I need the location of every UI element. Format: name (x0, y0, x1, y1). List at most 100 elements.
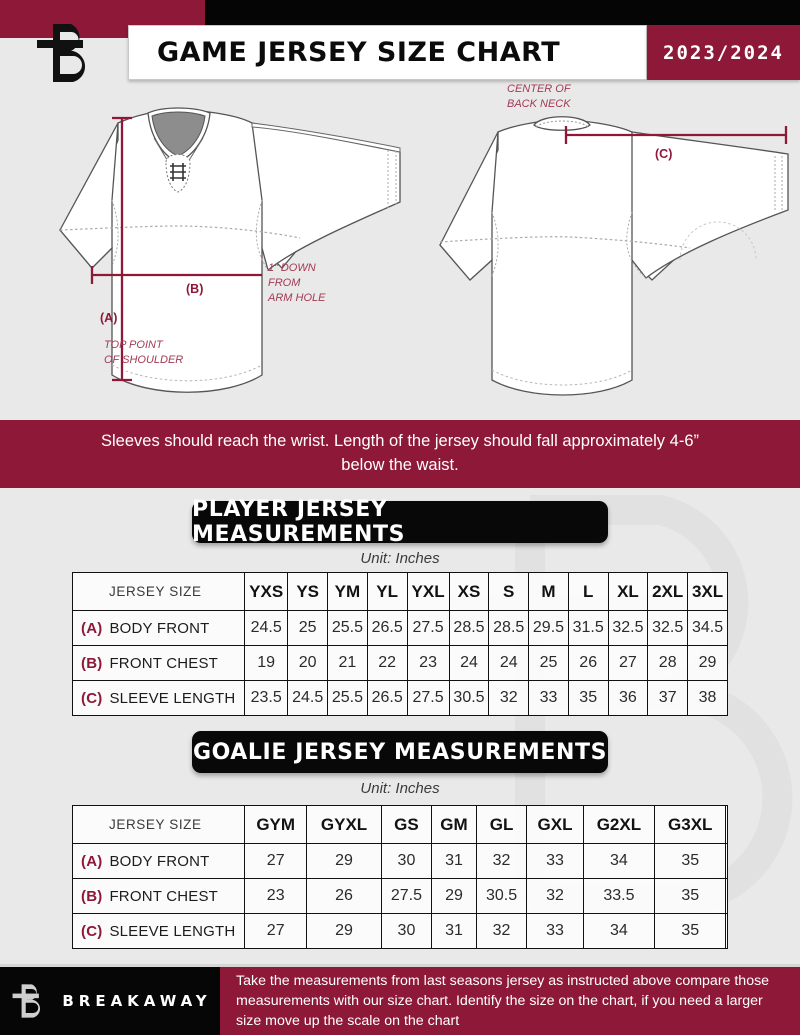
column-header-2xl: 2XL (647, 572, 689, 611)
table-cell: 31 (431, 843, 477, 879)
table-cell: 27.5 (406, 680, 450, 716)
table-cell: 27 (243, 843, 308, 879)
label-b-note-line1: 1” DOWN (268, 262, 316, 274)
note-banner: Sleeves should reach the wrist. Length o… (0, 420, 800, 488)
table-cell: 27 (243, 913, 308, 949)
footer-instructions: Take the measurements from last seasons … (220, 967, 800, 1035)
table-header-row: JERSEY SIZE GYM GYXL GS GM GL GXL G2XL G3XL (72, 805, 728, 844)
table-cell: 27.5 (380, 878, 433, 914)
table-cell: 33 (526, 913, 584, 949)
table-cell: 31 (431, 913, 477, 949)
table-cell: 29 (306, 843, 382, 879)
table-cell: 33 (526, 843, 584, 879)
table-row: (A) BODY FRONT 27 29 30 31 32 33 34 35 (72, 843, 728, 879)
table-cell: 29 (306, 913, 382, 949)
column-header-3xl: 3XL (687, 572, 728, 611)
front-jersey-illustration: (B) (A) TOP POINT OF SHOULDER 1” DOWN FR… (59, 107, 401, 393)
footer-divider (0, 964, 800, 967)
label-c: (C) (655, 147, 672, 161)
table-cell: 26.5 (366, 680, 408, 716)
table-cell: 32 (488, 680, 530, 716)
table-cell: 32 (526, 878, 584, 914)
season-badge-text: 2023/2024 (663, 41, 784, 64)
footer-brand: BREAKAWAY (0, 967, 220, 1035)
goalie-table-head: JERSEY SIZE GYM GYXL GS GM GL GXL G2XL G3XL (72, 805, 728, 844)
table-cell: 29 (431, 878, 477, 914)
table-cell: 24 (448, 645, 490, 681)
footer-brand-name: BREAKAWAY (62, 992, 212, 1010)
goalie-unit-label: Unit: Inches (360, 780, 440, 797)
column-header-ym: YM (327, 572, 368, 611)
label-b: (B) (186, 282, 203, 296)
table-cell: 26.5 (366, 610, 408, 646)
column-header-gyxl: GYXL (306, 805, 382, 844)
breakaway-b-logo-icon (12, 984, 41, 1018)
table-cell (725, 878, 728, 914)
column-header-gs: GS (380, 805, 433, 844)
row-label: (A) BODY FRONT (72, 610, 245, 646)
table-cell: 36 (607, 680, 649, 716)
table-cell: 35 (654, 913, 727, 949)
goalie-table-wrap: JERSEY SIZE GYM GYXL GS GM GL GXL G2XL G3XL (A) B… (72, 805, 728, 949)
table-row: (C) SLEEVE LENGTH 23.5 24.5 25.5 26.5 27.5 30.5… (72, 680, 728, 716)
table-cell: 31.5 (567, 610, 609, 646)
table-cell: 26 (567, 645, 609, 681)
label-a-note-line2: OF SHOULDER (104, 354, 183, 366)
table-cell: 29.5 (528, 610, 569, 646)
table-cell: 35 (654, 843, 727, 879)
column-header-empty (725, 805, 728, 844)
goalie-table-body: (A) BODY FRONT 27 29 30 31 32 33 34 35 (B) FRONT CH… (72, 843, 728, 949)
label-a-note-line1: TOP POINT (104, 339, 164, 351)
table-cell: 37 (647, 680, 689, 716)
table-cell (725, 913, 728, 949)
column-header-l: L (567, 572, 609, 611)
player-table-body: (A) BODY FRONT 24.5 25 25.5 26.5 27.5 28.5 28.5 2… (72, 610, 728, 716)
column-header-s: S (488, 572, 530, 611)
table-cell: 23.5 (243, 680, 289, 716)
page-title-text: GAME JERSEY SIZE CHART (157, 37, 561, 68)
breakaway-b-logo-icon (37, 23, 86, 82)
label-a: (A) (100, 311, 117, 325)
table-cell: 34 (582, 913, 656, 949)
table-cell: 19 (243, 645, 289, 681)
row-label: (A) BODY FRONT (72, 843, 245, 879)
goalie-section-heading: GOALIE JERSEY MEASUREMENTS (192, 731, 608, 773)
row-label: (B) FRONT CHEST (72, 878, 245, 914)
player-table-wrap: JERSEY SIZE YXS YS YM YL YXL XS S M L XL 2XL 3XL (A)… (72, 572, 728, 716)
row-tag: (A) (81, 619, 103, 637)
column-header-xs: XS (448, 572, 490, 611)
table-cell: 32.5 (607, 610, 649, 646)
label-c-note-line1: CENTER OF (507, 83, 572, 95)
table-cell: 35 (567, 680, 609, 716)
table-cell: 38 (687, 680, 728, 716)
table-cell: 35 (654, 878, 727, 914)
row-tag: (B) (81, 654, 103, 672)
player-section-heading: PLAYER JERSEY MEASUREMENTS (192, 497, 608, 547)
player-table-head: JERSEY SIZE YXS YS YM YL YXL XS S M L XL 2XL 3XL (72, 572, 728, 611)
column-header-yxl: YXL (406, 572, 450, 611)
table-row: (B) FRONT CHEST 19 20 21 22 23 24 24 25 26 27 28 29 (72, 645, 728, 681)
table-cell: 24.5 (287, 680, 329, 716)
table-cell: 25.5 (327, 680, 368, 716)
label-c-note-line2: BACK NECK (507, 98, 571, 110)
table-cell: 25 (528, 645, 569, 681)
header-logo (0, 23, 128, 82)
table-cell: 33 (528, 680, 569, 716)
note-banner-text: Sleeves should reach the wrist. Length o… (101, 432, 699, 474)
column-header-gym: GYM (243, 805, 308, 844)
jersey-diagram: (B) (A) TOP POINT OF SHOULDER 1” DOWN FR… (59, 83, 789, 396)
column-header-yxs: YXS (243, 572, 289, 611)
row-label: (B) FRONT CHEST (72, 645, 245, 681)
column-header-jersey-size: JERSEY SIZE (72, 805, 245, 844)
column-header-g3xl: G3XL (654, 805, 727, 844)
footer-instructions-text: Take the measurements from last seasons … (236, 972, 770, 1030)
back-jersey-illustration: (C) CENTER OF BACK NECK (439, 83, 789, 396)
table-cell: 30 (380, 913, 433, 949)
table-cell: 27 (607, 645, 649, 681)
row-label: (C) SLEEVE LENGTH (72, 913, 245, 949)
table-cell: 30 (380, 843, 433, 879)
table-cell: 33.5 (582, 878, 656, 914)
page-header: GAME JERSEY SIZE CHART 2023/2024 (0, 23, 800, 82)
table-cell: 24 (488, 645, 530, 681)
